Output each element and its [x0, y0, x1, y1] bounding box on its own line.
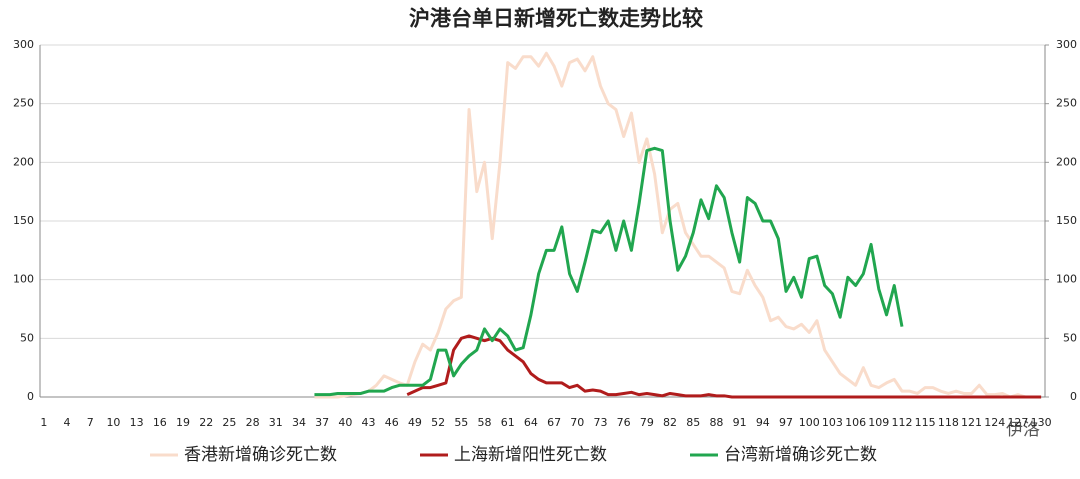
x-tick-label: 19	[176, 416, 190, 429]
x-tick-label: 46	[385, 416, 399, 429]
y-tick-label: 50	[20, 331, 34, 344]
y-tick-label: 250	[13, 97, 34, 110]
x-tick-label: 67	[547, 416, 561, 429]
y2-tick-label: 50	[1063, 331, 1077, 344]
y-tick-label: 0	[27, 390, 34, 403]
x-tick-label: 34	[292, 416, 306, 429]
legend-label: 台湾新增确诊死亡数	[724, 445, 877, 465]
x-tick-label: 73	[593, 416, 607, 429]
x-tick-label: 124	[984, 416, 1005, 429]
x-tick-label: 22	[199, 416, 213, 429]
y2-tick-label: 250	[1056, 97, 1077, 110]
x-tick-label: 115	[915, 416, 936, 429]
x-tick-label: 31	[269, 416, 283, 429]
x-tick-label: 85	[686, 416, 700, 429]
x-tick-label: 91	[733, 416, 747, 429]
x-tick-label: 10	[106, 416, 120, 429]
y2-tick-label: 0	[1070, 390, 1077, 403]
x-tick-label: 16	[153, 416, 167, 429]
x-tick-label: 127	[1007, 416, 1028, 429]
x-tick-label: 58	[478, 416, 492, 429]
x-tick-label: 76	[617, 416, 631, 429]
y2-tick-label: 300	[1056, 38, 1077, 51]
series-line	[406, 334, 1042, 399]
x-tick-label: 49	[408, 416, 422, 429]
x-tick-label: 13	[130, 416, 144, 429]
y2-tick-label: 150	[1056, 214, 1077, 227]
x-tick-label: 94	[756, 416, 770, 429]
x-tick-label: 70	[570, 416, 584, 429]
x-tick-label: 118	[938, 416, 959, 429]
y-tick-label: 300	[13, 38, 34, 51]
x-tick-label: 7	[87, 416, 94, 429]
x-tick-label: 79	[640, 416, 654, 429]
x-tick-label: 88	[709, 416, 723, 429]
x-tick-label: 82	[663, 416, 677, 429]
x-tick-label: 97	[779, 416, 793, 429]
chart-title: 沪港台单日新增死亡数走势比较	[409, 6, 703, 31]
x-tick-label: 37	[315, 416, 329, 429]
x-tick-label: 103	[822, 416, 843, 429]
series-line	[314, 51, 1042, 399]
x-tick-label: 112	[891, 416, 912, 429]
y-tick-label: 150	[13, 214, 34, 227]
x-tick-label: 100	[799, 416, 820, 429]
x-tick-label: 40	[338, 416, 352, 429]
y-tick-label: 100	[13, 273, 34, 286]
x-tick-label: 1	[40, 416, 47, 429]
x-tick-label: 4	[64, 416, 71, 429]
x-tick-label: 55	[454, 416, 468, 429]
y2-tick-label: 100	[1056, 273, 1077, 286]
x-tick-label: 61	[501, 416, 515, 429]
y-tick-label: 200	[13, 155, 34, 168]
legend-label: 香港新增确诊死亡数	[184, 445, 337, 465]
legend-label: 上海新增阳性死亡数	[454, 445, 607, 465]
x-tick-label: 52	[431, 416, 445, 429]
x-tick-label: 130	[1031, 416, 1052, 429]
x-tick-label: 106	[845, 416, 866, 429]
x-tick-label: 109	[868, 416, 889, 429]
watermark: 伊洛	[1006, 420, 1040, 440]
x-tick-label: 43	[362, 416, 376, 429]
x-tick-label: 28	[246, 416, 260, 429]
x-tick-label: 25	[222, 416, 236, 429]
x-tick-label: 121	[961, 416, 982, 429]
x-tick-label: 64	[524, 416, 538, 429]
series-line	[314, 146, 904, 397]
y2-tick-label: 200	[1056, 155, 1077, 168]
